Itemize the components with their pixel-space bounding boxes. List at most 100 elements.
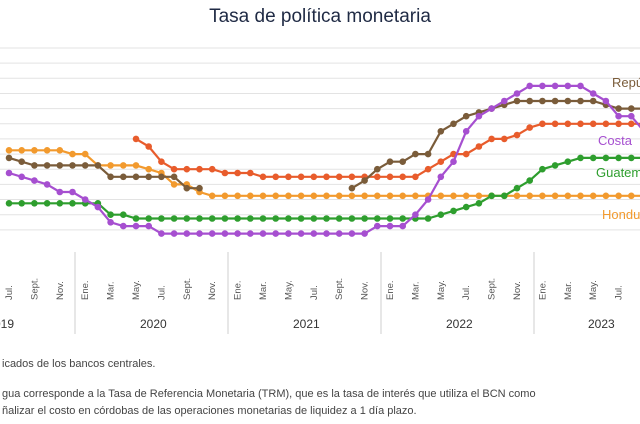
data-point: [285, 215, 292, 222]
data-point: [234, 169, 241, 177]
series-rep-: [5, 97, 640, 192]
data-point: [551, 97, 559, 105]
data-point: [412, 211, 419, 218]
data-point: [31, 147, 38, 154]
data-point: [170, 165, 178, 173]
data-point: [564, 120, 572, 128]
data-point: [69, 150, 76, 158]
data-point: [170, 173, 178, 181]
data-point: [513, 97, 521, 105]
data-point: [526, 82, 533, 90]
data-point: [488, 192, 495, 200]
month-tick-label: May.: [588, 280, 599, 300]
data-point: [272, 230, 280, 237]
data-point: [462, 112, 470, 120]
footnote-line-1: gua corresponde a la Tasa de Referencia …: [2, 388, 536, 400]
data-point: [513, 192, 521, 200]
data-point: [539, 120, 546, 128]
data-point: [437, 173, 445, 181]
data-point: [335, 173, 343, 181]
data-point: [615, 112, 622, 120]
data-point: [615, 120, 622, 128]
data-point: [501, 192, 508, 200]
data-point: [589, 97, 597, 105]
data-point: [488, 135, 495, 143]
data-point: [501, 97, 508, 105]
series-label: Hondu: [602, 207, 640, 222]
data-point: [43, 162, 51, 169]
series-hondu: [5, 147, 640, 200]
data-point: [348, 192, 356, 200]
data-point: [31, 200, 38, 207]
series-label: Repú: [612, 75, 640, 90]
data-point: [539, 192, 546, 200]
data-point: [462, 128, 470, 135]
data-point: [18, 158, 26, 165]
data-point: [513, 184, 521, 192]
data-point: [450, 192, 457, 200]
data-point: [132, 135, 140, 143]
data-point: [221, 215, 229, 222]
data-point: [551, 162, 559, 169]
data-point: [107, 173, 114, 181]
series-line: [9, 156, 640, 220]
x-axis: Jul. Sept. Nov. Ene. Mar. May. Jul. Sept. Nov. En…: [0, 252, 625, 334]
data-point: [399, 222, 407, 230]
data-point: [5, 169, 13, 177]
data-point: [18, 200, 26, 207]
data-point: [526, 177, 533, 184]
data-point: [628, 154, 635, 162]
data-point: [539, 82, 546, 90]
month-tick-label: Ene.: [233, 280, 244, 300]
month-tick-label: Mar.: [563, 282, 574, 300]
data-point: [183, 165, 191, 173]
data-point: [386, 215, 394, 222]
month-tick-label: Nov.: [55, 281, 66, 300]
data-point: [602, 97, 610, 105]
year-label: 2021: [293, 317, 320, 331]
data-point: [285, 173, 292, 181]
data-point: [589, 90, 597, 97]
data-point: [43, 200, 51, 207]
data-point: [564, 192, 572, 200]
data-point: [602, 154, 610, 162]
data-point: [399, 192, 407, 200]
series-label: Guatem: [596, 165, 640, 180]
data-point: [577, 192, 584, 200]
data-point: [208, 192, 216, 200]
data-point: [424, 215, 432, 222]
data-point: [107, 162, 114, 169]
data-point: [374, 165, 381, 173]
series-line: [9, 149, 640, 197]
data-point: [374, 222, 381, 230]
data-point: [132, 222, 140, 230]
data-point: [158, 230, 165, 237]
data-point: [272, 192, 280, 200]
source-note: icados de los bancos centrales.: [2, 358, 156, 370]
data-point: [564, 97, 572, 105]
data-point: [56, 162, 64, 169]
data-point: [475, 192, 483, 200]
data-point: [120, 162, 127, 169]
data-point: [81, 150, 89, 158]
data-point: [183, 230, 191, 237]
data-point: [450, 207, 457, 215]
data-point: [348, 215, 356, 222]
data-point: [335, 215, 343, 222]
data-point: [120, 211, 127, 218]
month-tick-label: Ene.: [537, 280, 548, 300]
data-point: [297, 192, 305, 200]
data-point: [145, 143, 152, 150]
data-point: [475, 200, 483, 207]
data-point: [589, 192, 597, 200]
month-tick-label: Ene.: [80, 280, 91, 300]
data-point: [94, 162, 102, 169]
series-lines: [5, 82, 640, 237]
data-point: [577, 154, 584, 162]
data-point: [259, 173, 267, 181]
data-point: [208, 215, 216, 222]
data-point: [501, 135, 508, 143]
data-point: [437, 192, 445, 200]
data-point: [69, 162, 76, 169]
